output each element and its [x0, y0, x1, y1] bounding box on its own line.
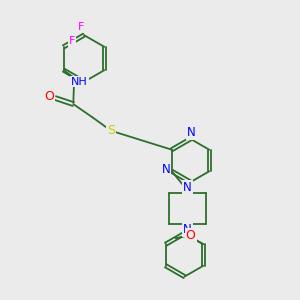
Text: N: N	[183, 181, 192, 194]
Text: F: F	[69, 36, 75, 46]
Text: N: N	[187, 126, 196, 140]
Text: N: N	[183, 223, 192, 236]
Text: NH: NH	[71, 76, 88, 87]
Text: O: O	[44, 90, 54, 103]
Text: S: S	[107, 124, 116, 137]
Text: N: N	[161, 163, 170, 176]
Text: O: O	[186, 229, 196, 242]
Text: F: F	[78, 22, 84, 32]
